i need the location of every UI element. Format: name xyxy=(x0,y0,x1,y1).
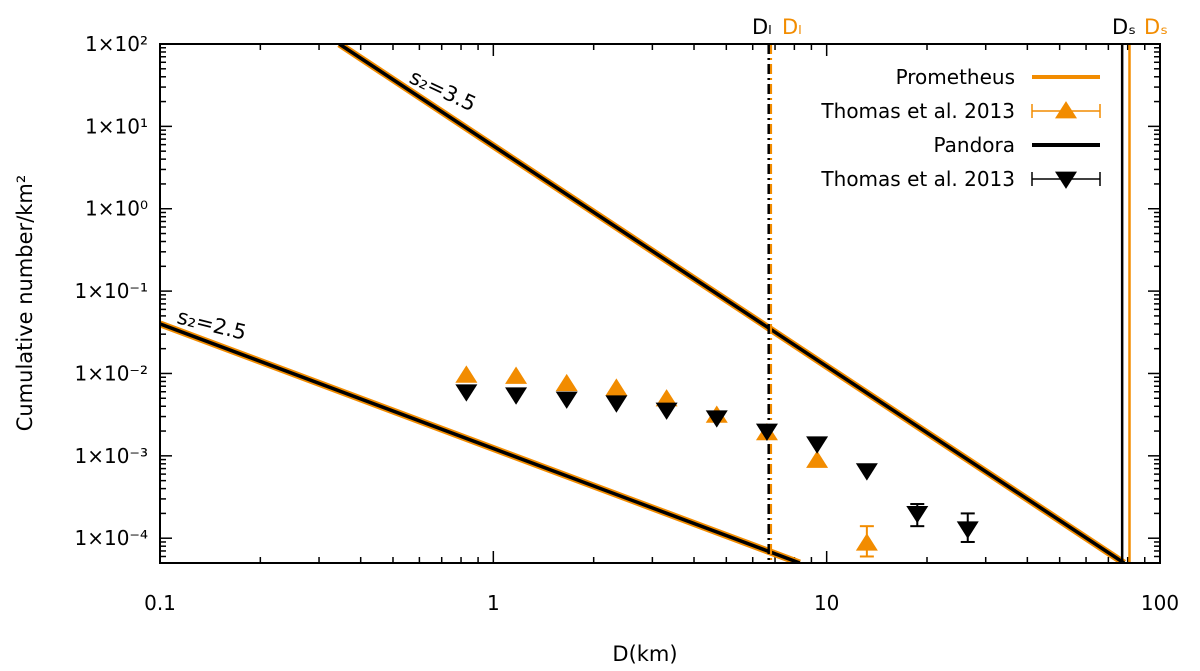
y-tick-label: 1×10⁰ xyxy=(85,197,148,221)
x-tick-label: 1 xyxy=(487,591,500,615)
legend: Prometheus Thomas et al. 2013 Pandora Thoma… xyxy=(820,65,1101,191)
power-law-line-pandora xyxy=(160,322,801,563)
data-point-pandora xyxy=(806,436,829,454)
x-tick-label: 10 xyxy=(814,591,839,615)
data-point-prometheus xyxy=(505,366,528,384)
y-tick-label: 1×10¹ xyxy=(85,114,148,138)
data-point-prometheus xyxy=(655,389,678,407)
data-point-prometheus xyxy=(455,365,478,383)
data-point-prometheus xyxy=(605,378,628,396)
plot-area xyxy=(160,44,1131,563)
data-point-pandora xyxy=(455,384,478,402)
ds-prometheus-label: Dₛ xyxy=(1144,15,1168,39)
data-point-prometheus xyxy=(806,450,829,468)
y-tick-label: 1×10⁻² xyxy=(74,361,148,385)
data-point-pandora xyxy=(855,463,878,481)
data-point-pandora xyxy=(605,395,628,413)
dl-prometheus-label: Dₗ xyxy=(782,15,802,39)
ds-pandora-label: Dₛ xyxy=(1112,15,1136,39)
data-point-pandora xyxy=(956,521,979,539)
tick-labels: 0.1 1 10 100 1×10² 1×10¹ 1×10⁰ 1×10⁻¹ 1×10⁻² 1×10… xyxy=(74,32,1179,615)
x-tick-label: 0.1 xyxy=(144,591,176,615)
legend-label: Thomas et al. 2013 xyxy=(820,167,1015,191)
legend-marker-swatch xyxy=(1055,171,1077,189)
data-point-pandora xyxy=(705,410,728,428)
y-tick-label: 1×10² xyxy=(85,32,148,56)
data-point-pandora xyxy=(906,505,929,524)
data-point-prometheus xyxy=(855,533,878,551)
data-point-pandora xyxy=(755,423,778,441)
data-point-prometheus xyxy=(555,373,578,392)
slope-label-2-5: s₂=2.5 xyxy=(175,305,249,345)
power-law-line-pandora xyxy=(338,44,1125,563)
y-tick-label: 1×10⁻⁴ xyxy=(74,526,148,550)
data-point-pandora xyxy=(655,402,678,420)
y-tick-label: 1×10⁻¹ xyxy=(74,279,148,303)
legend-marker-swatch xyxy=(1055,101,1077,119)
y-axis-title: Cumulative number/km² xyxy=(13,175,37,432)
legend-label: Prometheus xyxy=(896,65,1015,89)
plot-frame xyxy=(159,43,1161,564)
y-tick-label: 1×10⁻³ xyxy=(74,444,148,468)
data-point-pandora xyxy=(505,387,528,405)
data-point-pandora xyxy=(555,391,578,409)
x-axis-title: D(km) xyxy=(612,642,677,666)
x-tick-label: 100 xyxy=(1141,591,1179,615)
legend-label: Thomas et al. 2013 xyxy=(820,99,1015,123)
dl-pandora-label: Dₗ xyxy=(752,15,772,39)
legend-label: Pandora xyxy=(933,133,1015,157)
